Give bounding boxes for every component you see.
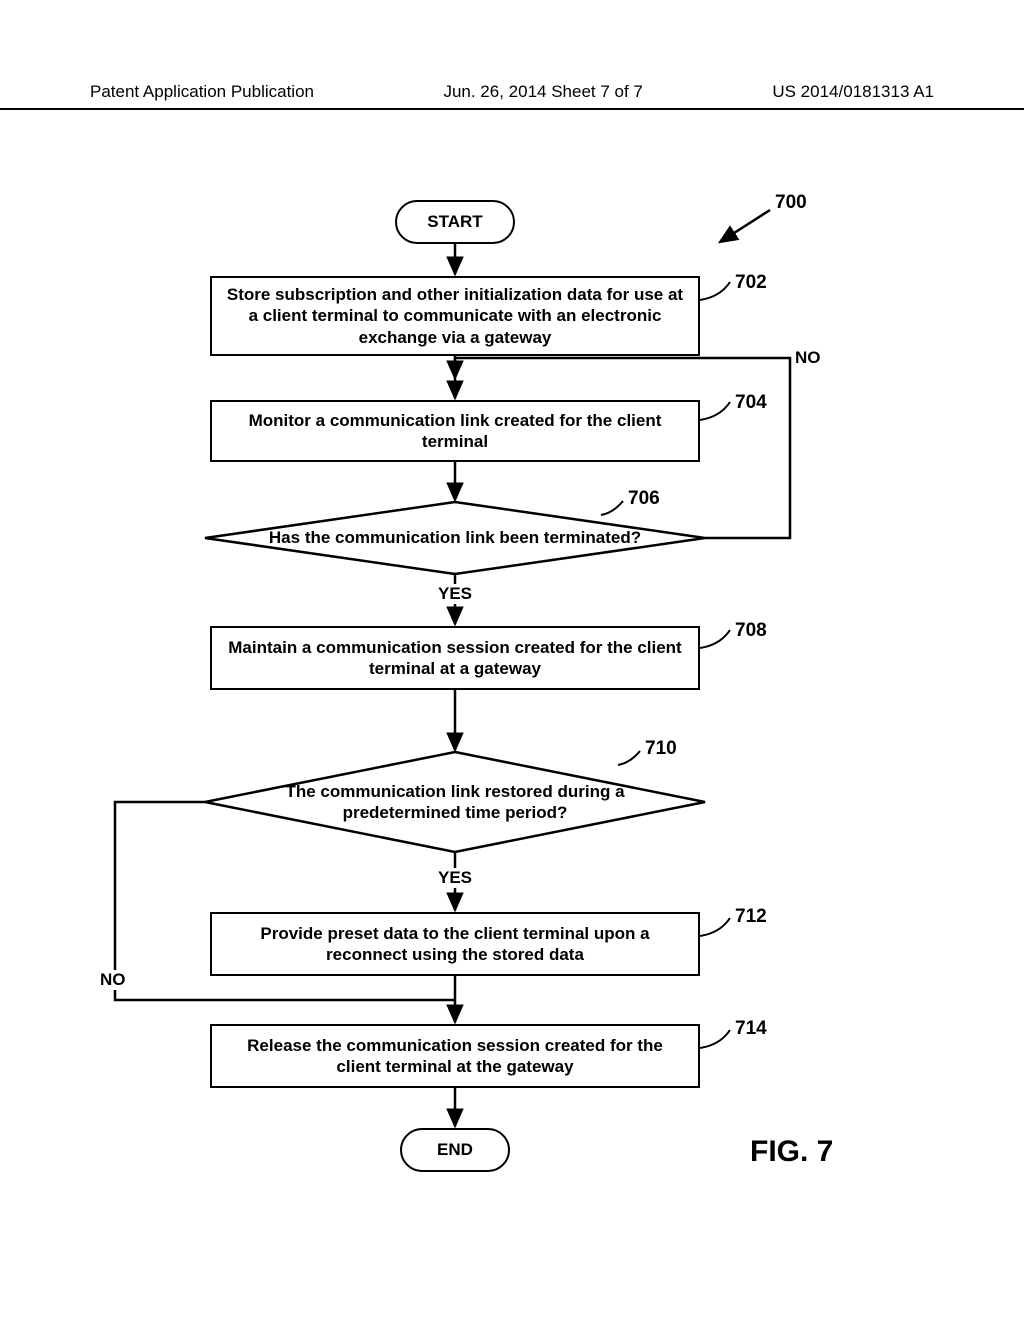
d706-yes-label: YES (438, 584, 472, 604)
end-node: END (400, 1128, 510, 1172)
start-label: START (427, 211, 482, 232)
header-left: Patent Application Publication (90, 82, 314, 102)
page: Patent Application Publication Jun. 26, … (0, 0, 1024, 1320)
d710-yes-label: YES (438, 868, 472, 888)
ref-702: 702 (735, 272, 767, 294)
d706-no-label: NO (795, 348, 821, 368)
decision-706-text: Has the communication link been terminat… (205, 502, 705, 574)
process-712: Provide preset data to the client termin… (210, 912, 700, 976)
ref-700: 700 (775, 192, 807, 214)
process-704-text: Monitor a communication link created for… (224, 410, 686, 453)
d710-no-label: NO (100, 970, 126, 990)
ref-706: 706 (628, 488, 660, 510)
ref-704: 704 (735, 392, 767, 414)
header-center: Jun. 26, 2014 Sheet 7 of 7 (443, 82, 642, 102)
end-label: END (437, 1139, 473, 1160)
ref-710: 710 (645, 738, 677, 760)
ref-714: 714 (735, 1018, 767, 1040)
ref-708: 708 (735, 620, 767, 642)
process-714-text: Release the communication session create… (224, 1035, 686, 1078)
decision-710-text: The communication link restored during a… (205, 752, 705, 852)
page-header: Patent Application Publication Jun. 26, … (0, 82, 1024, 110)
decision-706: Has the communication link been terminat… (205, 502, 705, 574)
start-node: START (395, 200, 515, 244)
process-704: Monitor a communication link created for… (210, 400, 700, 462)
header-right: US 2014/0181313 A1 (772, 82, 934, 102)
process-708: Maintain a communication session created… (210, 626, 700, 690)
flowchart: START Store subscription and other initi… (0, 180, 1024, 1280)
ref-712: 712 (735, 906, 767, 928)
figure-label: FIG. 7 (750, 1135, 833, 1169)
process-714: Release the communication session create… (210, 1024, 700, 1088)
process-702-text: Store subscription and other initializat… (224, 284, 686, 348)
process-712-text: Provide preset data to the client termin… (224, 923, 686, 966)
process-702: Store subscription and other initializat… (210, 276, 700, 356)
decision-710: The communication link restored during a… (205, 752, 705, 852)
process-708-text: Maintain a communication session created… (224, 637, 686, 680)
